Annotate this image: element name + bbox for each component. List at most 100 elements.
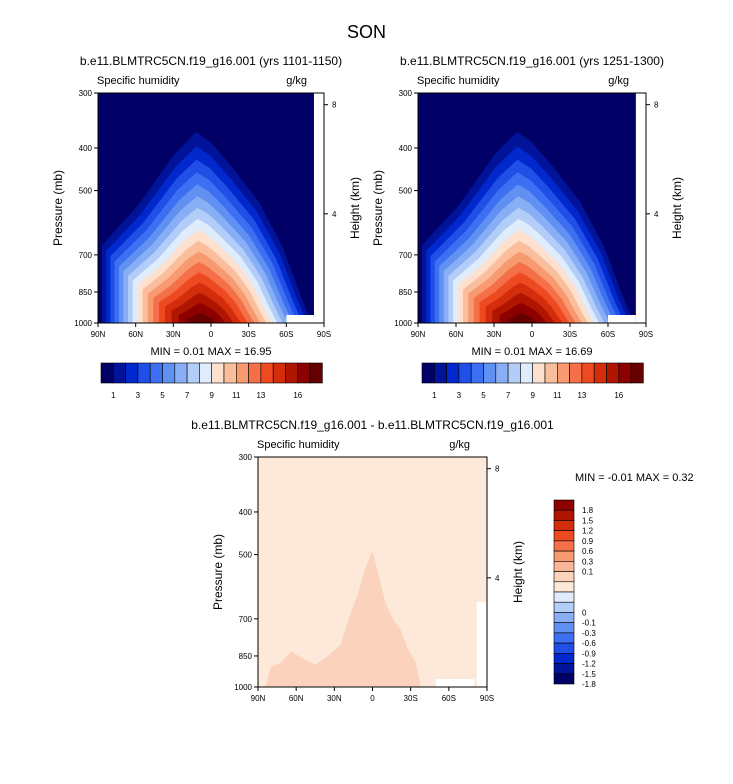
contour-band	[187, 313, 217, 323]
colorbar-swatch	[553, 622, 575, 634]
variable-label: Specific humidity	[97, 75, 180, 87]
colorbar-label: -1.2	[582, 660, 596, 669]
x-tick-label: 30S	[242, 330, 256, 339]
colorbar-swatch	[483, 362, 497, 384]
colorbar-label: 13	[256, 391, 265, 400]
missing-data-column	[635, 93, 646, 323]
variable-label: Specific humidity	[257, 439, 340, 451]
x-tick-label: 0	[370, 694, 375, 703]
x-tick-label: 60N	[289, 694, 304, 703]
y-tick-label: 850	[239, 652, 253, 661]
y-right-tick-label: 8	[495, 465, 500, 474]
x-tick-label: 30S	[404, 694, 418, 703]
colorbar-swatch	[433, 362, 447, 384]
x-tick-label: 60N	[128, 330, 143, 339]
colorbar-swatch	[556, 362, 570, 384]
missing-data-patch	[286, 315, 314, 323]
colorbar-cb2: 1 3 5 7 9 11 13 16	[421, 362, 644, 400]
y-tick-label: 1000	[234, 683, 252, 692]
colorbar-swatch	[507, 362, 521, 384]
contour-band	[508, 313, 538, 323]
colorbar-swatch	[553, 540, 575, 552]
colorbar-label: -0.3	[582, 629, 596, 638]
colorbar-label: 3	[457, 391, 462, 400]
y-right-tick-label: 4	[654, 210, 659, 219]
panel-title: b.e11.BLMTRC5CN.f19_g16.001 (yrs 1101-11…	[80, 54, 342, 68]
chart-panel2: b.e11.BLMTRC5CN.f19_g16.001 (yrs 1251-13…	[371, 54, 684, 358]
colorbar-swatch	[553, 550, 575, 562]
colorbar-swatch	[553, 632, 575, 644]
y-right-tick-label: 4	[332, 210, 337, 219]
missing-data-column	[476, 601, 487, 687]
y-tick-label: 400	[79, 144, 93, 153]
chart-panel1: b.e11.BLMTRC5CN.f19_g16.001 (yrs 1101-11…	[51, 54, 362, 358]
stats-text: MIN = -0.01 MAX = 0.32	[575, 472, 694, 484]
colorbar-swatch	[630, 362, 644, 384]
colorbar-swatch	[199, 362, 212, 384]
y-right-tick-label: 8	[332, 101, 337, 110]
units-label: g/kg	[449, 439, 470, 451]
colorbar-label: 13	[577, 391, 586, 400]
missing-data-patch	[436, 679, 475, 687]
colorbar-swatch	[137, 362, 151, 384]
colorbar-swatch	[223, 362, 237, 384]
colorbar-swatch	[174, 362, 188, 384]
colorbar-swatch	[581, 362, 595, 384]
missing-data-patch	[608, 315, 636, 323]
variable-label: Specific humidity	[417, 75, 500, 87]
y-axis-label: Pressure (mb)	[51, 170, 65, 246]
colorbar-swatch	[618, 362, 632, 384]
colorbar-swatch	[446, 362, 460, 384]
y-tick-label: 1000	[394, 319, 412, 328]
colorbar-swatch	[186, 362, 200, 384]
x-tick-label: 60S	[442, 694, 456, 703]
colorbar-swatch	[606, 362, 620, 384]
colorbar-swatch	[458, 362, 472, 384]
y-axis-label-right: Height (km)	[511, 541, 525, 603]
panel-title: b.e11.BLMTRC5CN.f19_g16.001 (yrs 1251-13…	[400, 54, 664, 68]
page-title: SON	[347, 22, 386, 42]
y-tick-label: 500	[399, 187, 413, 196]
colorbar-swatch	[553, 673, 575, 685]
x-tick-label: 90N	[411, 330, 426, 339]
colorbar-swatch	[272, 362, 286, 384]
colorbar-cb3: 1.81.5 1.20.90.60.3 0.1 0 -0.1-0.3-0.6-0.9 -1…	[553, 499, 596, 689]
y-axis-label: Pressure (mb)	[371, 170, 385, 246]
colorbar-label: 1	[111, 391, 116, 400]
colorbar-swatch	[421, 362, 435, 384]
colorbar-label: 0.3	[582, 557, 594, 566]
y-axis-label-right: Height (km)	[670, 177, 684, 239]
colorbar-label: 0.1	[582, 568, 594, 577]
colorbar-label: 9	[530, 391, 535, 400]
stats-text: MIN = 0.01 MAX = 16.95	[150, 346, 271, 358]
y-tick-label: 300	[79, 89, 93, 98]
colorbar-swatch	[553, 520, 575, 531]
y-tick-label: 1000	[74, 319, 92, 328]
colorbar-swatch	[520, 362, 534, 384]
colorbar-label: 9	[209, 391, 214, 400]
x-tick-label: 60S	[601, 330, 615, 339]
units-label: g/kg	[608, 75, 629, 87]
colorbar-label: -1.5	[582, 670, 596, 679]
y-axis-label: Pressure (mb)	[211, 534, 225, 610]
colorbar-label: 1	[432, 391, 437, 400]
y-tick-label: 700	[399, 251, 413, 260]
colorbar-cb1: 1 3 5 7 9 11 13 16	[100, 362, 323, 400]
y-tick-label: 700	[239, 615, 253, 624]
contour-band	[265, 550, 421, 687]
x-tick-label: 90S	[317, 330, 331, 339]
colorbar-swatch	[553, 499, 575, 511]
chart-diff: b.e11.BLMTRC5CN.f19_g16.001 - b.e11.BLMT…	[191, 418, 693, 703]
x-tick-label: 90S	[639, 330, 653, 339]
colorbar-label: -0.9	[582, 649, 596, 658]
x-tick-label: 30N	[327, 694, 342, 703]
colorbar-swatch	[553, 612, 575, 623]
y-tick-label: 500	[79, 187, 93, 196]
plot-frame	[257, 456, 488, 688]
colorbar-swatch	[553, 601, 575, 613]
plot-frame	[417, 92, 647, 324]
y-tick-label: 500	[239, 551, 253, 560]
colorbar-label: 1.5	[582, 516, 594, 525]
colorbar-swatch	[553, 561, 575, 572]
